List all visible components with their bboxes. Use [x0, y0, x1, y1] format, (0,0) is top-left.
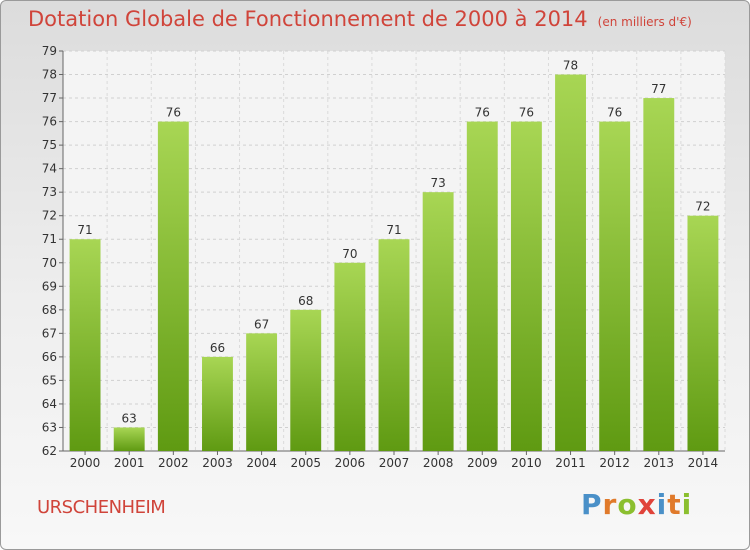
logo-letter: P — [581, 488, 603, 521]
value-label-2000: 71 — [77, 223, 92, 237]
y-tick-label: 62 — [42, 444, 57, 458]
logo-letter: x — [637, 488, 657, 521]
chart-title-text: Dotation Globale de Fonctionnement de 20… — [28, 7, 588, 31]
x-tick-label-2004: 2004 — [246, 456, 277, 470]
value-label-2010: 76 — [519, 106, 534, 120]
logo-letter: r — [602, 488, 618, 521]
bar-2003 — [202, 356, 233, 451]
x-tick-label-2002: 2002 — [158, 456, 189, 470]
y-tick-label: 73 — [42, 185, 57, 199]
y-tick-label: 75 — [42, 138, 57, 152]
logo-letter: t — [667, 488, 682, 521]
y-tick-label: 76 — [42, 115, 57, 129]
y-tick-label: 63 — [42, 420, 57, 434]
chart-title: Dotation Globale de Fonctionnement de 20… — [28, 7, 692, 31]
bar-2014 — [687, 215, 719, 451]
value-label-2001: 63 — [122, 411, 137, 425]
value-label-2011: 78 — [563, 59, 578, 73]
x-tick-label-2014: 2014 — [688, 456, 719, 470]
x-tick-label-2001: 2001 — [114, 456, 145, 470]
value-label-2009: 76 — [475, 106, 490, 120]
bar-2012 — [599, 121, 631, 452]
proxiti-logo: Proxiti — [581, 488, 692, 521]
bar-2009 — [466, 121, 498, 452]
y-tick-label: 78 — [42, 68, 57, 82]
logo-letter: i — [681, 488, 693, 521]
y-tick-label: 71 — [42, 232, 57, 246]
value-label-2005: 68 — [298, 294, 313, 308]
y-tick-label: 67 — [42, 326, 57, 340]
y-tick-label: 66 — [42, 350, 57, 364]
y-tick-label: 64 — [42, 397, 57, 411]
value-label-2008: 73 — [430, 176, 445, 190]
bars — [69, 74, 719, 452]
y-tick-label: 70 — [42, 256, 57, 270]
x-tick-label-2010: 2010 — [511, 456, 542, 470]
bar-2000 — [69, 239, 101, 451]
value-label-2003: 66 — [210, 341, 225, 355]
bar-2005 — [290, 309, 322, 451]
chart-subtitle: (en milliers d'€) — [597, 15, 692, 29]
y-tick-label: 74 — [42, 162, 57, 176]
y-tick-label: 79 — [42, 44, 57, 58]
value-label-2007: 71 — [386, 223, 401, 237]
bar-2004 — [246, 333, 278, 451]
x-tick-label-2005: 2005 — [290, 456, 321, 470]
logo-letter: i — [656, 488, 668, 521]
labels: 62 63 64 65 66 67 68 69 70 71 72 73 74 75 76 77 78 79 71 20… — [42, 44, 718, 470]
bar-2011 — [555, 74, 586, 451]
y-tick-label: 69 — [42, 279, 57, 293]
value-label-2006: 70 — [342, 247, 357, 261]
bar-2001 — [113, 427, 145, 451]
bar-2010 — [510, 121, 542, 452]
x-tick-label-2003: 2003 — [202, 456, 233, 470]
y-tick-label: 68 — [42, 303, 57, 317]
bar-2007 — [378, 239, 410, 451]
bar-2002 — [157, 121, 189, 452]
x-tick-label-2000: 2000 — [70, 456, 101, 470]
value-label-2002: 76 — [166, 106, 181, 120]
value-label-2012: 76 — [607, 106, 622, 120]
value-label-2004: 67 — [254, 317, 269, 331]
value-label-2014: 72 — [695, 200, 710, 214]
bar-2008 — [422, 192, 454, 452]
y-tick-label: 72 — [42, 209, 57, 223]
logo-letter: o — [617, 488, 638, 521]
bar-2006 — [334, 262, 366, 451]
x-tick-label-2011: 2011 — [555, 456, 586, 470]
x-tick-label-2008: 2008 — [423, 456, 454, 470]
value-label-2013: 77 — [651, 82, 666, 96]
x-tick-label-2007: 2007 — [379, 456, 410, 470]
y-tick-label: 77 — [42, 91, 57, 105]
commune-name: URSCHENHEIM — [37, 497, 166, 518]
y-tick-label: 65 — [42, 373, 57, 387]
x-tick-label-2012: 2012 — [599, 456, 630, 470]
x-tick-label-2013: 2013 — [644, 456, 675, 470]
x-tick-label-2009: 2009 — [467, 456, 498, 470]
bar-2013 — [643, 98, 675, 451]
x-tick-label-2006: 2006 — [335, 456, 366, 470]
